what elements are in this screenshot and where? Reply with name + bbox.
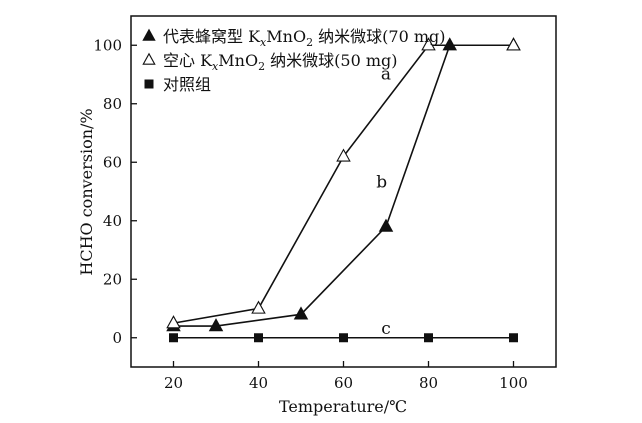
data-point-b (442, 37, 458, 51)
curve-label-b: b (376, 173, 387, 193)
data-point-a (166, 315, 181, 329)
data-point-c (254, 333, 263, 343)
series-line-a (173, 44, 514, 324)
data-point-c (509, 333, 518, 343)
data-point-b (378, 218, 394, 232)
legend-marker-a (142, 52, 156, 65)
x-tick-label: 60 (334, 374, 353, 392)
y-tick-label: 40 (103, 212, 122, 230)
data-point-b (208, 318, 224, 332)
x-tick-label: 40 (249, 374, 268, 392)
series-line-b (173, 44, 514, 327)
data-point-c (339, 333, 348, 343)
legend-label: 代表蜂窝型 KxMnO2 纳米微球(70 mg) (163, 27, 446, 49)
legend-marker-b (142, 28, 156, 41)
y-tick-label: 20 (103, 270, 122, 288)
x-axis-label: Temperature/℃ (279, 397, 407, 416)
data-point-a (421, 37, 436, 51)
series-markers (166, 37, 521, 343)
x-tick-label: 100 (499, 374, 528, 392)
legend-label: 对照组 (163, 75, 211, 94)
data-point-c (424, 333, 433, 343)
data-point-a (336, 148, 351, 162)
curve-label-a: a (381, 65, 391, 85)
data-point-c (169, 333, 178, 343)
y-axis-label: HCHO conversion/% (77, 108, 96, 275)
data-point-a (251, 300, 266, 314)
curve-label-c: c (381, 319, 391, 339)
x-tick-label: 80 (419, 374, 438, 392)
axis-ticks: 20 40 60 80 100 0 20 40 60 80 100 (93, 36, 527, 392)
series-lines (173, 44, 514, 339)
legend-marker-c (144, 79, 154, 89)
y-tick-label: 0 (112, 329, 122, 347)
y-tick-label: 60 (103, 153, 122, 171)
y-tick-label: 80 (103, 95, 122, 113)
y-tick-label: 100 (93, 36, 122, 54)
curve-labels: b a c (376, 65, 391, 339)
data-point-b (293, 306, 309, 320)
x-tick-label: 20 (164, 374, 183, 392)
legend-label: 空心 KxMnO2 纳米微球(50 mg) (163, 51, 398, 73)
legend: 代表蜂窝型 KxMnO2 纳米微球(70 mg)空心 KxMnO2 纳米微球(5… (142, 27, 446, 94)
data-point-a (506, 37, 521, 51)
